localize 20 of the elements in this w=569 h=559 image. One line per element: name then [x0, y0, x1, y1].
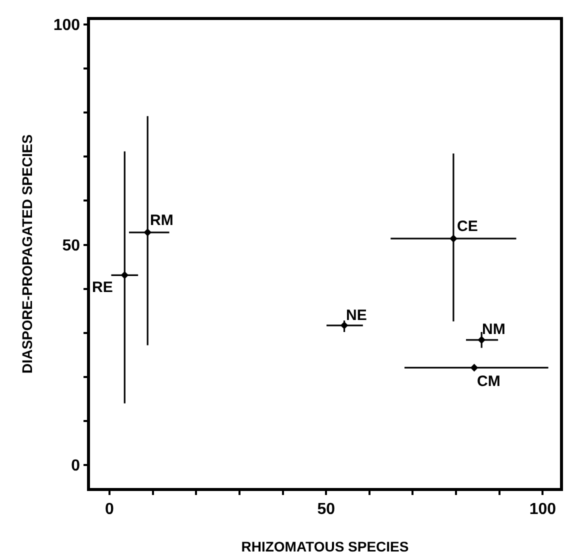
annotation: NM	[482, 321, 506, 338]
point	[478, 336, 486, 344]
annotation: CM	[477, 373, 500, 390]
x-axis-title: RHIZOMATOUS SPECIES	[241, 538, 409, 554]
y-tick-label: 0	[71, 458, 80, 475]
y-axis-title: DIASPORE-PROPAGATED SPECIES	[18, 134, 35, 374]
y-tick-label: 100	[53, 17, 80, 34]
x-tick-label: 50	[317, 500, 336, 518]
point	[450, 234, 458, 242]
point	[120, 271, 129, 280]
y-tick-label: 50	[62, 237, 80, 254]
x-tick-label: 0	[105, 500, 114, 518]
point	[340, 321, 348, 330]
annotation: RM	[150, 212, 174, 229]
point	[144, 228, 152, 236]
annotation: NE	[346, 307, 367, 324]
point	[470, 364, 478, 372]
annotation: CE	[457, 218, 478, 235]
annotation: RE	[92, 279, 113, 296]
x-tick-label: 100	[529, 500, 556, 518]
